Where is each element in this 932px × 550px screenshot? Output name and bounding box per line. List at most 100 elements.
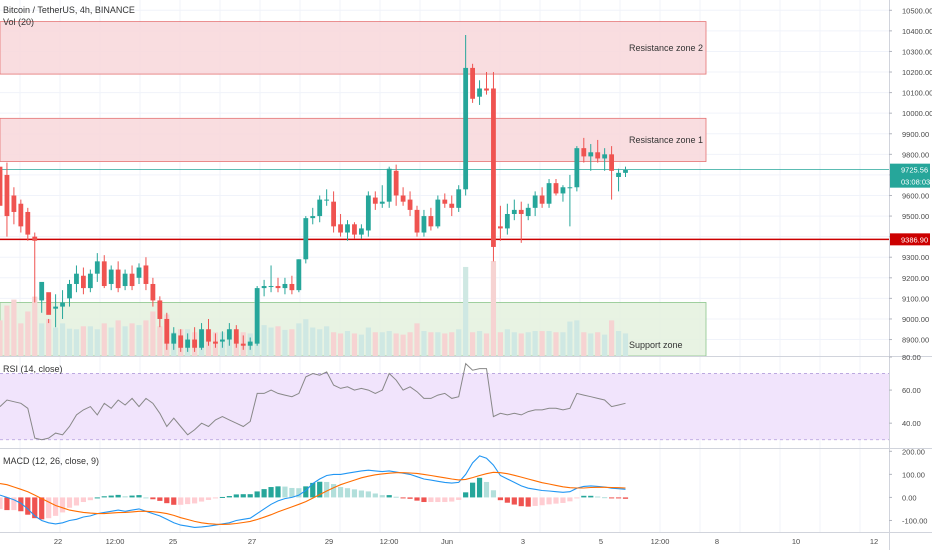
macd-histogram-bar: [310, 482, 316, 498]
macd-histogram-bar: [615, 497, 622, 499]
candle-body: [32, 236, 38, 241]
volume-bar: [115, 320, 121, 356]
macd-histogram-bar: [4, 497, 10, 511]
candle-body: [400, 195, 406, 202]
volume-bar: [157, 326, 163, 356]
macd-histogram-bar: [185, 497, 191, 505]
macd-histogram-bar: [574, 497, 580, 499]
volume-bar: [351, 333, 358, 356]
candle-body: [25, 211, 31, 235]
macd-histogram-bar: [46, 497, 52, 519]
macd-histogram-bar: [11, 497, 17, 511]
candle-body: [449, 203, 455, 208]
candle-body: [498, 226, 503, 229]
volume-bar: [331, 332, 337, 356]
macd-histogram-bar: [324, 481, 330, 498]
candle-body: [143, 265, 149, 284]
macd-histogram-bar: [94, 497, 100, 499]
macd-histogram-bar: [73, 497, 80, 506]
volume-bar: [87, 326, 93, 356]
macd-histogram-bar: [254, 491, 260, 498]
volume-bar: [289, 329, 295, 356]
candle-body: [623, 169, 628, 173]
macd-histogram-bar: [581, 495, 587, 498]
volume-bar: [59, 323, 66, 356]
x-tick-label: 12:00: [106, 537, 125, 546]
volume-bar: [4, 305, 10, 356]
resistance-zone: [0, 117, 707, 162]
candle-body: [421, 216, 427, 233]
candle-body: [574, 148, 580, 188]
candle-body: [115, 269, 121, 289]
candle-body: [94, 261, 100, 274]
macd-histogram-bar: [344, 488, 351, 498]
volume-bar: [463, 266, 469, 356]
volume-bar: [129, 323, 135, 356]
macd-histogram-bar: [268, 487, 274, 498]
macd-histogram-bar: [525, 497, 531, 507]
candle-body: [616, 172, 621, 177]
macd-histogram-bar: [115, 494, 121, 498]
macd-histogram-bar: [171, 497, 177, 505]
volume-bar: [101, 323, 107, 356]
candle-body: [150, 283, 156, 301]
volume-bar: [421, 331, 427, 356]
candle-body: [240, 343, 246, 346]
candle-body: [60, 302, 65, 307]
volume-bar: [80, 326, 86, 356]
macd-histogram-bar: [421, 497, 427, 503]
volume-bar: [435, 332, 441, 356]
macd-histogram-bar: [428, 497, 434, 503]
volume-bar: [442, 333, 448, 356]
candle-body: [324, 199, 330, 201]
candle-body: [46, 292, 52, 315]
y-tick-label: 100.00: [902, 470, 925, 479]
x-tick-label: 12:00: [380, 537, 399, 546]
volume-bar: [553, 332, 559, 356]
candle-body: [504, 214, 510, 229]
y-tick-label: 10200.00: [902, 68, 932, 77]
macd-histogram-bar: [393, 496, 399, 498]
macd-histogram-bar: [157, 497, 163, 501]
zone-label: Resistance zone 2: [629, 43, 703, 53]
macd-histogram-bar: [0, 497, 3, 509]
macd-histogram-bar: [358, 490, 364, 498]
candle-body: [456, 189, 462, 208]
x-tick-label: 25: [169, 537, 177, 546]
macd-histogram-bar: [53, 497, 59, 516]
candle-body: [268, 286, 274, 288]
volume-bar: [18, 323, 24, 356]
candle-body: [414, 209, 420, 233]
volume-bar: [414, 323, 420, 356]
macd-histogram-bar: [303, 486, 309, 498]
symbol-title: Bitcoin / TetherUS, 4h, BINANCE: [3, 5, 135, 15]
candle-body: [39, 281, 45, 301]
last-price-label: 9725.56: [901, 166, 928, 175]
candle-body: [428, 216, 434, 227]
volume-bar: [539, 331, 545, 356]
candle-body: [511, 209, 517, 215]
candle-body: [254, 288, 260, 344]
x-tick-label: 5: [599, 537, 603, 546]
macd-histogram-bar: [87, 497, 93, 501]
macd-histogram-bar: [400, 497, 406, 499]
candle-body: [226, 329, 232, 340]
candle-body: [53, 306, 58, 309]
volume-bar: [470, 332, 476, 356]
candle-body: [518, 209, 524, 215]
candle-body: [296, 259, 302, 291]
volume-bar: [574, 320, 580, 356]
candle-body: [365, 195, 371, 231]
candle-body: [282, 283, 288, 289]
y-tick-label: 10100.00: [902, 89, 932, 98]
macd-histogram-bar: [317, 481, 323, 498]
candle-body: [331, 201, 336, 227]
zone-label: Resistance zone 1: [629, 135, 703, 145]
candle-body: [609, 154, 614, 171]
candle-body: [553, 183, 559, 194]
candle-body: [491, 88, 496, 247]
volume-bar: [344, 331, 351, 356]
y-tick-label: 9100.00: [902, 294, 929, 303]
macd-histogram-bar: [595, 496, 601, 498]
